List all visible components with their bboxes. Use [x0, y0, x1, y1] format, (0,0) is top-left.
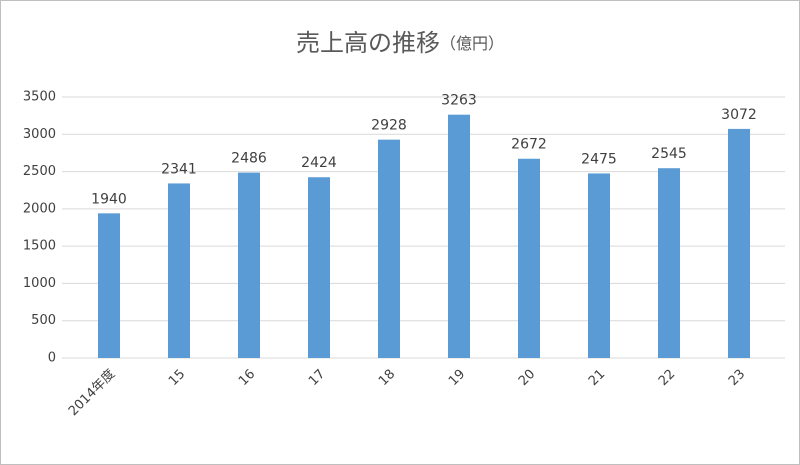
y-tick-label: 2000 [23, 201, 56, 216]
bar [378, 139, 400, 358]
chart-title: 売上高の推移（億円） [296, 29, 504, 57]
bar [518, 158, 540, 358]
data-label: 1940 [91, 191, 127, 207]
data-label: 2545 [651, 146, 687, 162]
y-tick-label: 3500 [23, 90, 56, 105]
data-label: 2672 [511, 137, 547, 153]
data-label: 2341 [161, 161, 197, 177]
bar [168, 183, 190, 358]
y-tick-label: 3000 [23, 127, 56, 142]
data-label: 3072 [721, 107, 757, 123]
data-label: 2486 [231, 151, 267, 167]
bar [98, 213, 120, 358]
title-main: 売上高の推移 [296, 29, 440, 57]
bar [308, 177, 330, 358]
y-tick-label: 1000 [23, 276, 56, 291]
data-label: 2928 [371, 118, 407, 134]
y-tick-label: 2500 [23, 164, 56, 179]
data-label: 2424 [301, 155, 337, 171]
bar [658, 168, 680, 358]
y-tick-label: 0 [48, 351, 56, 366]
bar [588, 173, 610, 358]
title-unit: （億円） [440, 34, 504, 53]
data-label: 2475 [581, 151, 617, 167]
bar [238, 172, 260, 358]
bar [448, 114, 470, 358]
bar [728, 128, 750, 358]
y-tick-label: 500 [31, 313, 56, 328]
data-label: 3263 [441, 93, 477, 109]
y-tick-label: 1500 [23, 239, 56, 254]
